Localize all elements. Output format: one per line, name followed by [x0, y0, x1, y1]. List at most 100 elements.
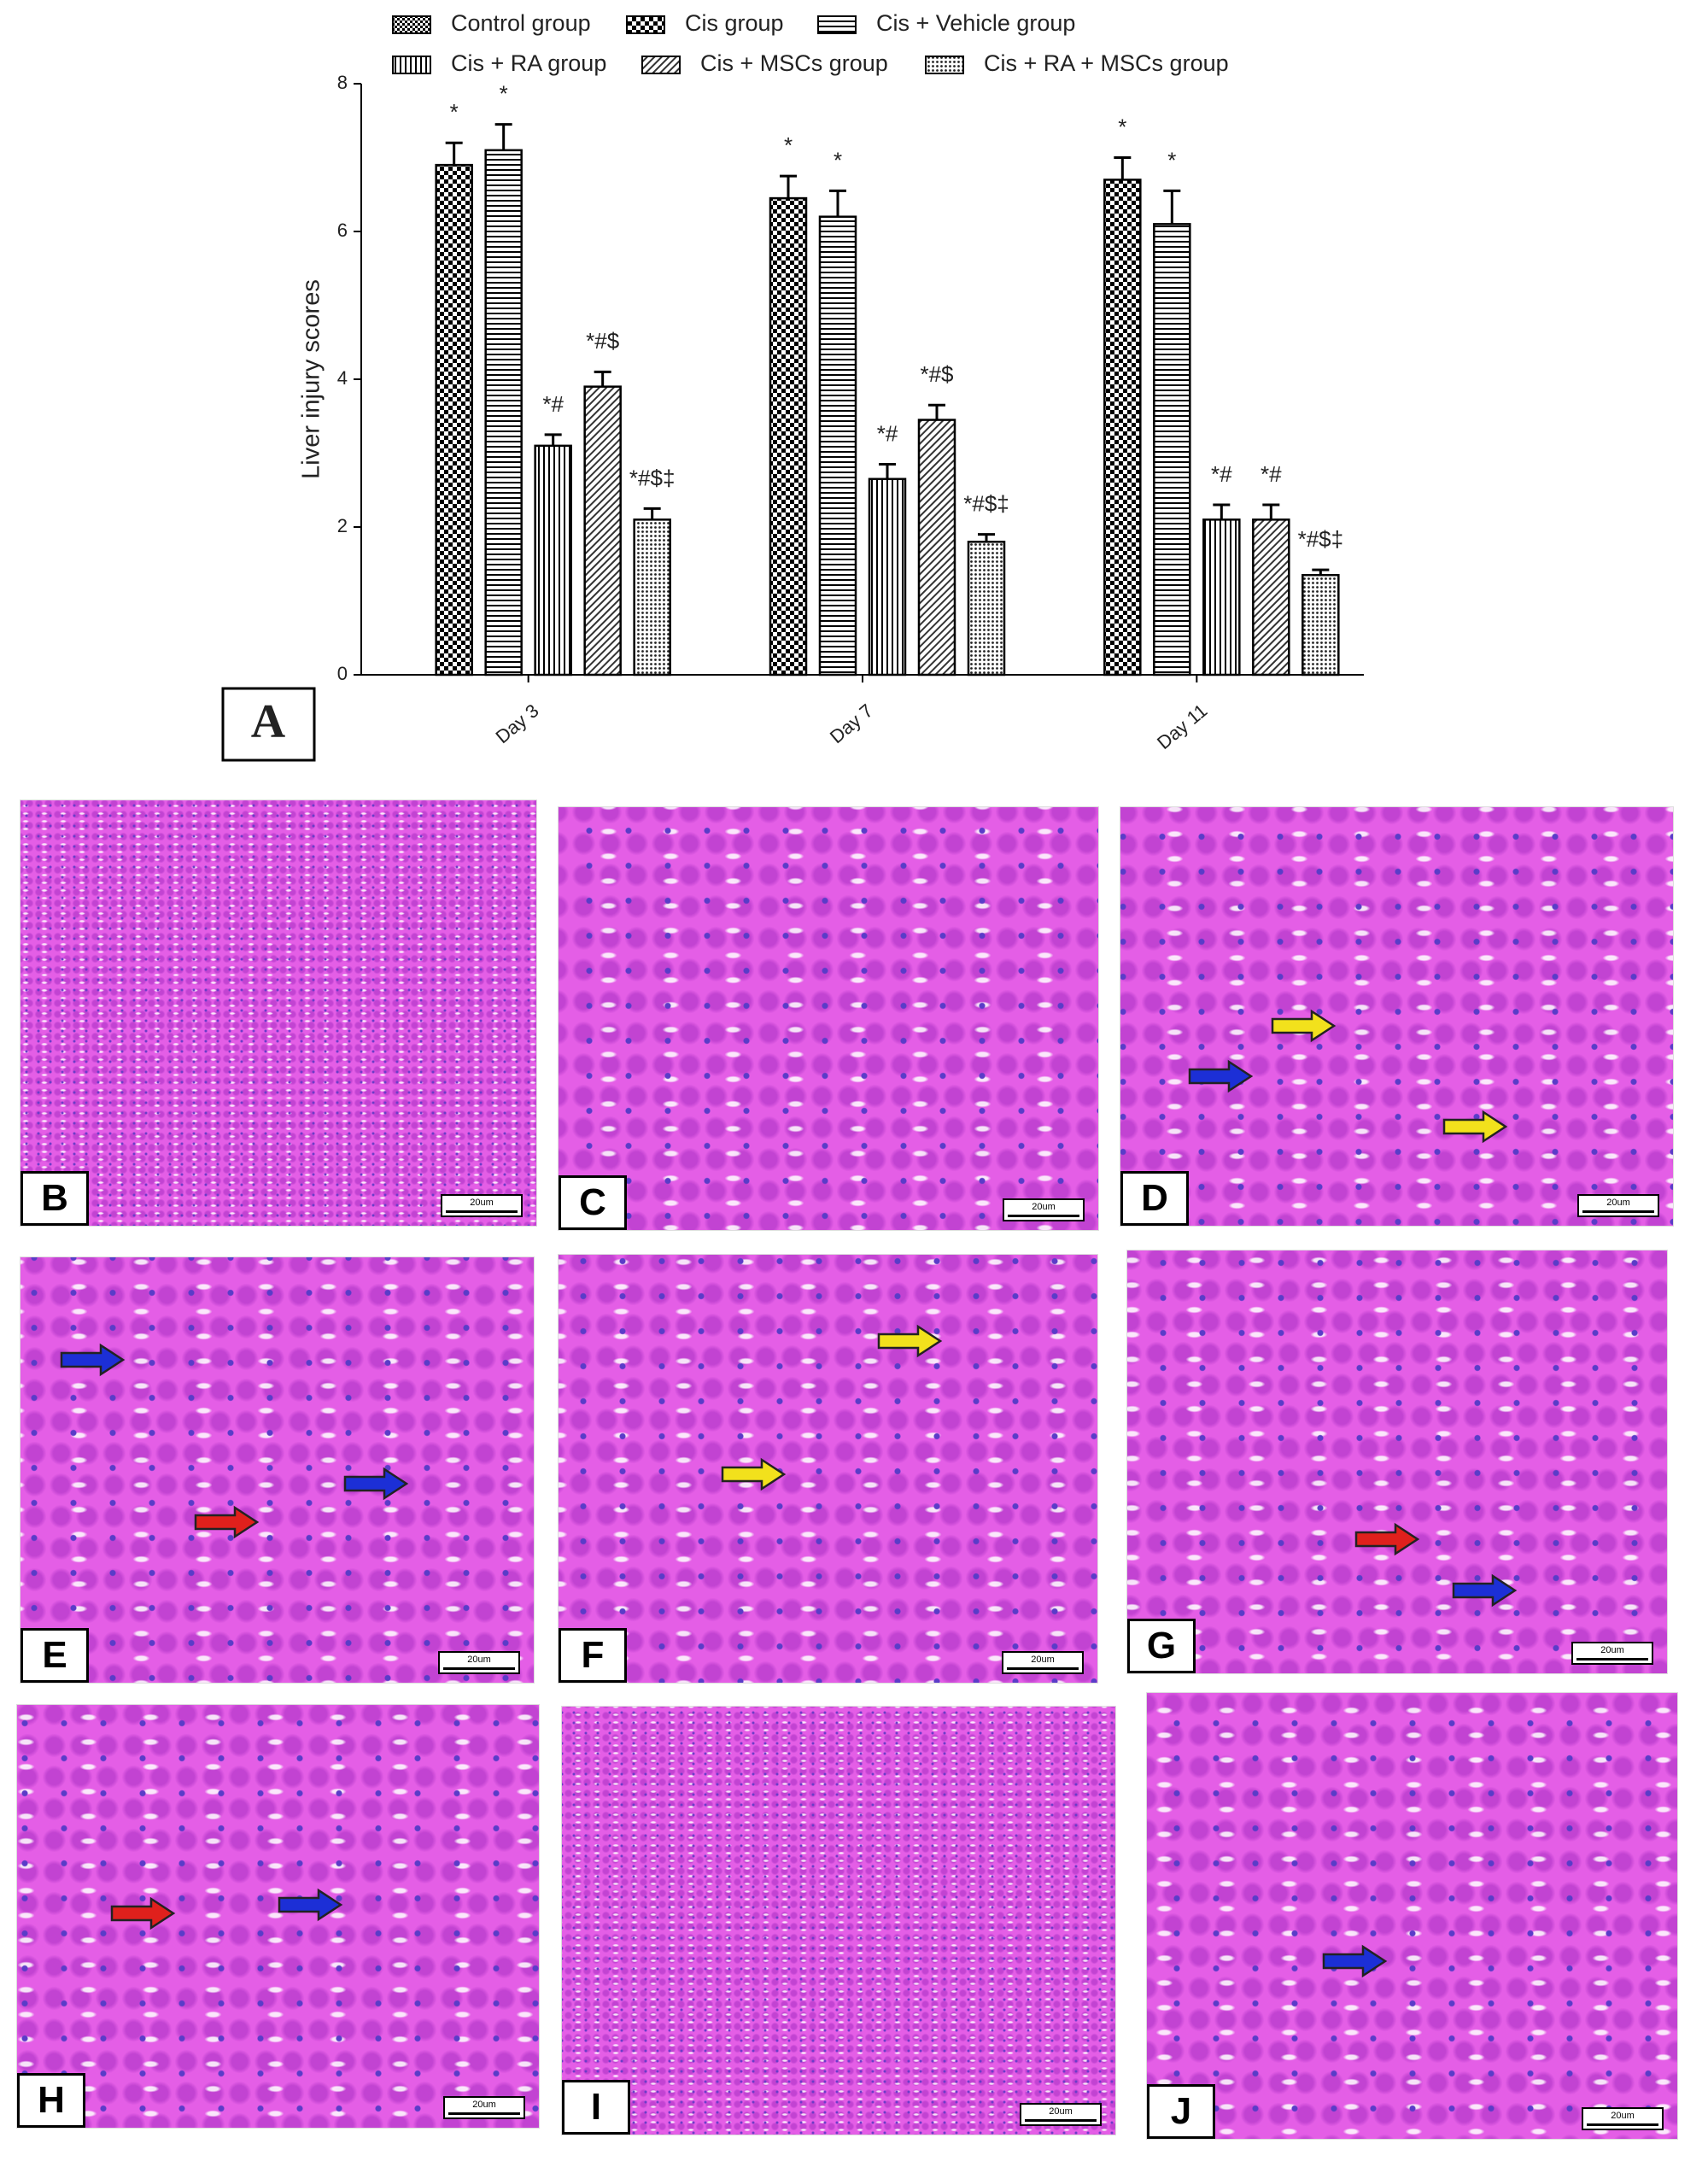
error-bar: [1262, 503, 1280, 520]
chart: A Liver injury scores 0 2 4 6 8 Control group…: [221, 10, 1364, 762]
error-bar: [494, 123, 512, 150]
error-bar: [1213, 503, 1231, 520]
panel-label: D: [1120, 1171, 1189, 1226]
arrow: [1322, 1945, 1388, 1978]
bar: [868, 477, 907, 676]
legend-label: Cis + RA + MSCs group: [984, 50, 1229, 76]
y-tick-label: 6: [337, 220, 348, 241]
scale-bar: 20um: [1582, 2107, 1664, 2130]
legend-swatch: [626, 15, 665, 34]
bar: [484, 149, 523, 676]
scale-bar: 20um: [1003, 1198, 1085, 1221]
arrow: [343, 1467, 409, 1501]
error-bar: [643, 507, 661, 520]
bar: [435, 163, 473, 676]
arrow: [1443, 1110, 1508, 1144]
bar: [1301, 573, 1340, 676]
error-bar: [928, 403, 945, 420]
scale-bar: 20um: [1020, 2103, 1102, 2126]
error-bar: [445, 141, 463, 166]
error-bar: [1312, 568, 1330, 576]
significance-label: *#$‡: [629, 465, 676, 490]
significance-label: *: [1118, 114, 1126, 139]
arrow: [194, 1505, 260, 1539]
significance-label: *: [500, 80, 508, 106]
significance-label: *: [834, 147, 842, 173]
significance-label: *#$‡: [963, 491, 1009, 517]
panel-label: I: [562, 2080, 630, 2135]
panel-label: A: [251, 695, 286, 748]
significance-label: *#$: [920, 361, 954, 387]
histology-image: I 20um: [561, 1706, 1116, 2135]
scale-bar: 20um: [438, 1651, 520, 1674]
x-tick-label: Day 11: [1153, 700, 1211, 753]
histology-image: B 20um: [20, 800, 537, 1227]
legend-label: Cis group: [685, 10, 784, 36]
bar: [1202, 518, 1241, 676]
bar: [769, 196, 808, 676]
scale-bar: 20um: [1002, 1651, 1084, 1674]
histology-image: D 20um: [1120, 806, 1674, 1227]
significance-label: *#: [877, 420, 898, 446]
panel-label: J: [1147, 2084, 1215, 2139]
legend-label: Cis + Vehicle group: [876, 10, 1075, 36]
significance-label: *: [1167, 147, 1176, 173]
error-bar: [594, 370, 611, 387]
arrow: [1453, 1573, 1518, 1607]
arrow: [61, 1343, 126, 1377]
error-bar: [544, 433, 562, 446]
bar: [534, 444, 572, 676]
legend-swatch: [641, 56, 681, 74]
bar: [818, 215, 857, 676]
arrow: [110, 1896, 176, 1930]
histology-image: H 20um: [16, 1704, 540, 2129]
error-bar: [780, 174, 797, 199]
legend-label: Control group: [451, 10, 591, 36]
bar: [583, 385, 622, 676]
x-tick-label: Day 7: [826, 700, 877, 747]
bar: [967, 541, 1006, 676]
arrow: [1355, 1522, 1420, 1556]
error-bar: [978, 533, 995, 542]
legend-label: Cis + MSCs group: [700, 50, 888, 76]
error-bar: [1163, 189, 1181, 225]
significance-label: *#$‡: [1298, 526, 1344, 552]
scale-bar: 20um: [443, 2096, 525, 2119]
significance-label: *#: [1261, 461, 1282, 487]
histology-image: C 20um: [558, 806, 1099, 1231]
panel-label: G: [1127, 1619, 1196, 1673]
legend-swatch: [392, 56, 431, 74]
y-tick-label: 4: [337, 367, 348, 389]
bar: [917, 419, 956, 676]
bar: [633, 518, 671, 676]
y-tick-label: 0: [337, 663, 348, 684]
significance-label: *: [784, 132, 793, 158]
panel-label: H: [17, 2073, 85, 2128]
scale-bar: 20um: [441, 1194, 523, 1217]
error-bar: [879, 462, 896, 479]
histology-image: F 20um: [558, 1254, 1098, 1684]
significance-label: *#: [542, 391, 564, 417]
legend-swatch: [925, 56, 964, 74]
x-tick-label: Day 3: [492, 700, 543, 747]
error-bar: [1114, 156, 1132, 180]
histology-image: G 20um: [1126, 1250, 1668, 1674]
arrow: [1188, 1059, 1254, 1093]
y-tick-label: 8: [337, 72, 348, 93]
significance-label: *#$: [586, 328, 620, 354]
error-bar: [829, 189, 846, 217]
significance-label: *#: [1211, 461, 1232, 487]
y-axis-label: Liver injury scores: [298, 279, 325, 479]
scale-bar: 20um: [1571, 1642, 1653, 1665]
panel-label-box: [221, 687, 316, 762]
y-tick-label: 2: [337, 515, 348, 536]
panel-label: F: [559, 1628, 627, 1683]
bar: [1153, 223, 1191, 676]
panel-label: C: [559, 1175, 627, 1230]
legend-swatch: [817, 15, 857, 34]
histology-image: E 20um: [20, 1256, 535, 1684]
bar: [1252, 518, 1290, 676]
scale-bar: 20um: [1577, 1194, 1659, 1217]
arrow: [878, 1324, 943, 1357]
